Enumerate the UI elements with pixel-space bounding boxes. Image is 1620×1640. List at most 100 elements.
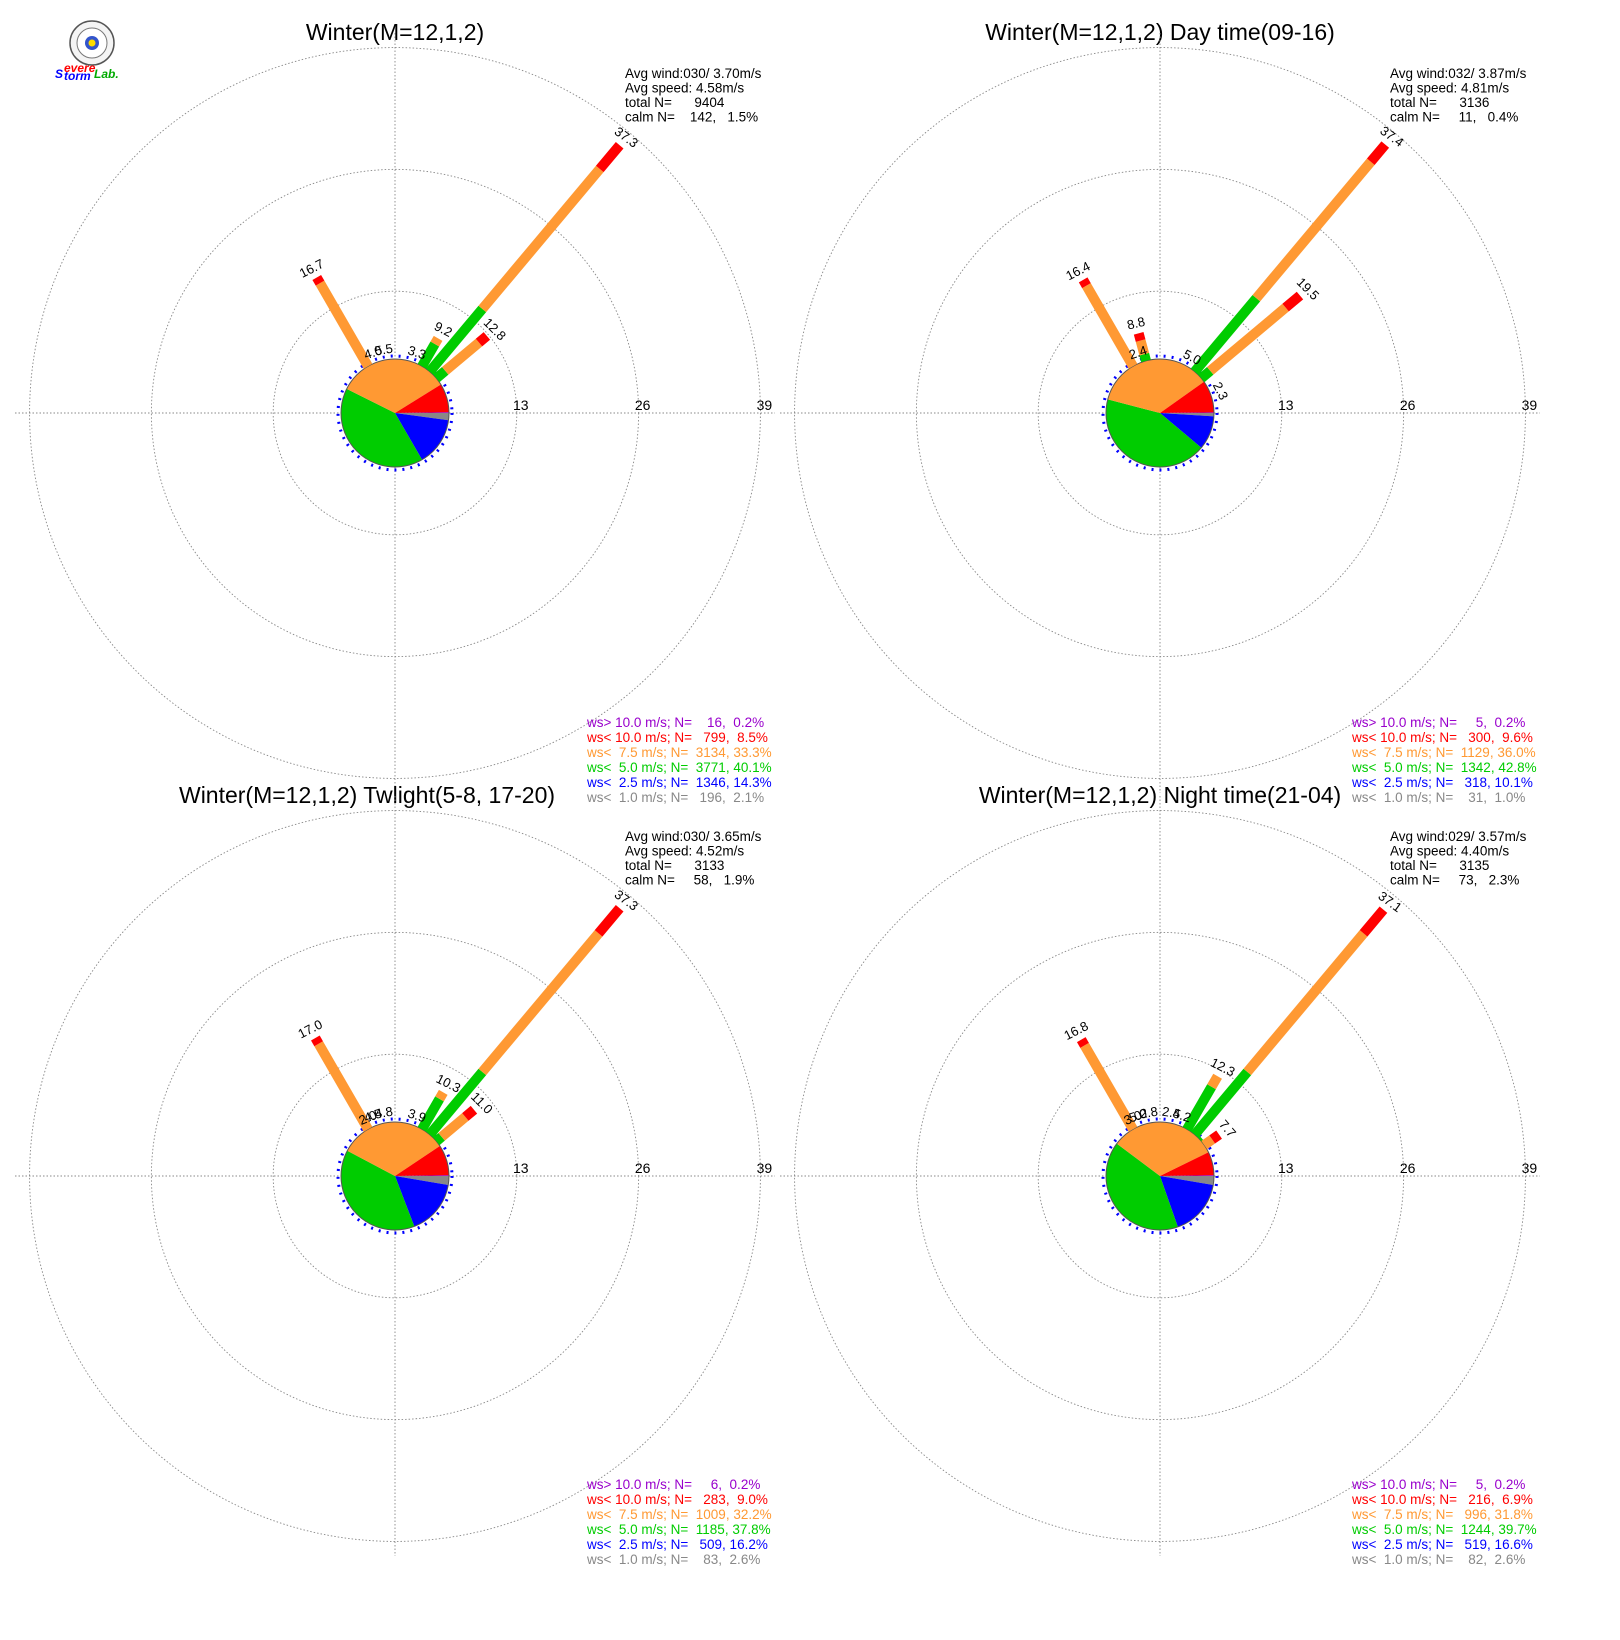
speed-pie bbox=[336, 1117, 454, 1235]
direction-bar bbox=[1190, 906, 1388, 1138]
stat-line: Avg wind:032/ 3.87m/s bbox=[1390, 66, 1527, 81]
ring-label: 26 bbox=[635, 397, 651, 413]
pie-slice-lt10 bbox=[1160, 381, 1214, 413]
speed-pie bbox=[1101, 1117, 1219, 1235]
bar-label: 2.3 bbox=[1210, 379, 1232, 402]
legend-entry-lt5: ws< 5.0 m/s; N= 3771, 40.1% bbox=[586, 760, 772, 775]
bar-segment-lt10 bbox=[1078, 277, 1091, 289]
stat-line: total N= 3136 bbox=[1390, 95, 1489, 110]
bar-segment-lt10 bbox=[1076, 1037, 1089, 1048]
direction-bar bbox=[312, 274, 373, 369]
stat-line: total N= 3135 bbox=[1390, 858, 1489, 873]
windrose-panel: Winter(M=12,1,2) Day time(09-16)13 26 3916… bbox=[780, 19, 1540, 805]
pie-slice-lt25 bbox=[1160, 1176, 1214, 1227]
bar-segment-lt10 bbox=[1209, 1130, 1222, 1144]
bar-segment-lt10 bbox=[1359, 906, 1388, 937]
bar-label: 5.5 bbox=[374, 341, 394, 359]
direction-bar bbox=[433, 332, 491, 383]
pie-slice-lt1 bbox=[1160, 1176, 1214, 1185]
ring-label: 39 bbox=[757, 397, 773, 413]
polar-grid: 13 26 39 bbox=[15, 796, 775, 1556]
legend-entry-lt5: ws< 5.0 m/s; N= 1244, 39.7% bbox=[1351, 1522, 1537, 1537]
legend-entry-lt75: ws< 7.5 m/s; N= 996, 31.8% bbox=[1351, 1507, 1533, 1522]
legend-entry-lt1: ws< 1.0 m/s; N= 83, 2.6% bbox=[586, 1552, 760, 1567]
bar-label: 3.0 bbox=[1122, 1107, 1144, 1128]
pie-slice-over10 bbox=[395, 1175, 449, 1176]
pie-slice-lt75 bbox=[346, 358, 441, 413]
bar-segment-lt75 bbox=[435, 1089, 448, 1102]
direction-bar bbox=[425, 905, 624, 1138]
pie-slice-over10 bbox=[1160, 1175, 1214, 1176]
stat-line: total N= 3133 bbox=[625, 858, 724, 873]
direction-bars bbox=[311, 905, 624, 1146]
grid-ring bbox=[794, 810, 1526, 1542]
stat-line: Avg wind:030/ 3.65m/s bbox=[625, 829, 762, 844]
bar-segment-lt5 bbox=[1139, 352, 1151, 363]
grid-ring bbox=[1037, 1053, 1283, 1299]
lab-logo-evere: evere bbox=[64, 61, 96, 75]
lab-logo-torm: torm bbox=[64, 69, 91, 83]
direction-bar bbox=[1198, 291, 1304, 383]
bar-segment-lt10 bbox=[312, 274, 325, 286]
bar-segment-lt10 bbox=[594, 905, 624, 937]
direction-bar bbox=[1182, 1073, 1222, 1132]
bar-segment-lt5 bbox=[433, 1133, 445, 1146]
ring-label: 26 bbox=[635, 1160, 651, 1176]
speed-legend: ws> 10.0 m/s; N= 5, 0.2%ws< 10.0 m/s; N=… bbox=[1351, 715, 1537, 805]
bar-label: 3.9 bbox=[406, 1105, 428, 1125]
ring-label: 13 bbox=[513, 1160, 529, 1176]
bar-label: 9.2 bbox=[432, 318, 455, 340]
grid-ring bbox=[29, 47, 761, 779]
direction-bars bbox=[312, 142, 624, 383]
pie-slice-lt25 bbox=[395, 1176, 449, 1227]
stat-line: Avg wind:030/ 3.70m/s bbox=[625, 66, 762, 81]
ring-label: 13 bbox=[1278, 397, 1294, 413]
pie-tick-ring bbox=[336, 1117, 454, 1235]
legend-entry-lt1: ws< 1.0 m/s; N= 82, 2.6% bbox=[1351, 1552, 1525, 1567]
polar-grid: 13 26 39 bbox=[15, 33, 775, 793]
pie-slice-lt10 bbox=[395, 384, 449, 413]
pie-slice-lt75 bbox=[347, 1122, 440, 1176]
speed-legend: ws> 10.0 m/s; N= 5, 0.2%ws< 10.0 m/s; N=… bbox=[1351, 1477, 1537, 1567]
legend-entry-lt1: ws< 1.0 m/s; N= 196, 2.1% bbox=[586, 790, 764, 805]
bar-segment-lt10 bbox=[1366, 141, 1390, 165]
bar-segment-lt10 bbox=[462, 1105, 478, 1121]
bar-label: 4.5 bbox=[362, 1105, 384, 1125]
ring-label: 13 bbox=[513, 397, 529, 413]
pie-tick-ring bbox=[1101, 354, 1219, 472]
pie-tick-ring bbox=[1101, 1117, 1219, 1235]
pie-slice-lt25 bbox=[1160, 413, 1214, 448]
speed-pie bbox=[1101, 354, 1219, 472]
pie-slice-lt5 bbox=[341, 388, 423, 467]
lab-logo-lab: Lab. bbox=[94, 67, 119, 81]
windrose-panel: Winter(M=12,1,2) Twlight(5-8, 17-20) 13 26… bbox=[15, 782, 775, 1567]
ring-label: 39 bbox=[1522, 1160, 1538, 1176]
polar-grid: 13 26 39 bbox=[780, 33, 1540, 793]
pie-outline bbox=[340, 1121, 450, 1231]
bar-segment-lt5 bbox=[425, 305, 487, 375]
legend-entry-lt10: ws< 10.0 m/s; N= 300, 9.6% bbox=[1351, 730, 1533, 745]
bar-segment-lt10 bbox=[1133, 332, 1146, 342]
direction-bars bbox=[1076, 906, 1388, 1150]
legend-entry-lt25: ws< 2.5 m/s; N= 1346, 14.3% bbox=[586, 775, 772, 790]
pie-tick-ring bbox=[336, 354, 454, 472]
ring-label: 39 bbox=[1522, 397, 1538, 413]
direction-bar bbox=[1076, 1037, 1138, 1132]
direction-bars bbox=[1078, 141, 1390, 383]
bar-label: 3.3 bbox=[406, 342, 428, 362]
bar-segment-lt75 bbox=[315, 280, 373, 369]
bar-label: 5.0 bbox=[1181, 346, 1204, 368]
pie-slice-lt75 bbox=[1116, 1122, 1209, 1176]
ring-label: 26 bbox=[1400, 1160, 1416, 1176]
bar-segment-lt10 bbox=[1282, 291, 1304, 312]
bar-segment-lt75 bbox=[314, 1041, 373, 1132]
bar-segment-lt75 bbox=[1080, 1042, 1138, 1132]
ring-label: 39 bbox=[757, 1160, 773, 1176]
legend-entry-lt10: ws< 10.0 m/s; N= 216, 6.9% bbox=[1351, 1492, 1533, 1507]
bar-segment-lt75 bbox=[1243, 930, 1368, 1076]
pie-outline bbox=[340, 358, 450, 468]
direction-bar bbox=[433, 1105, 478, 1146]
